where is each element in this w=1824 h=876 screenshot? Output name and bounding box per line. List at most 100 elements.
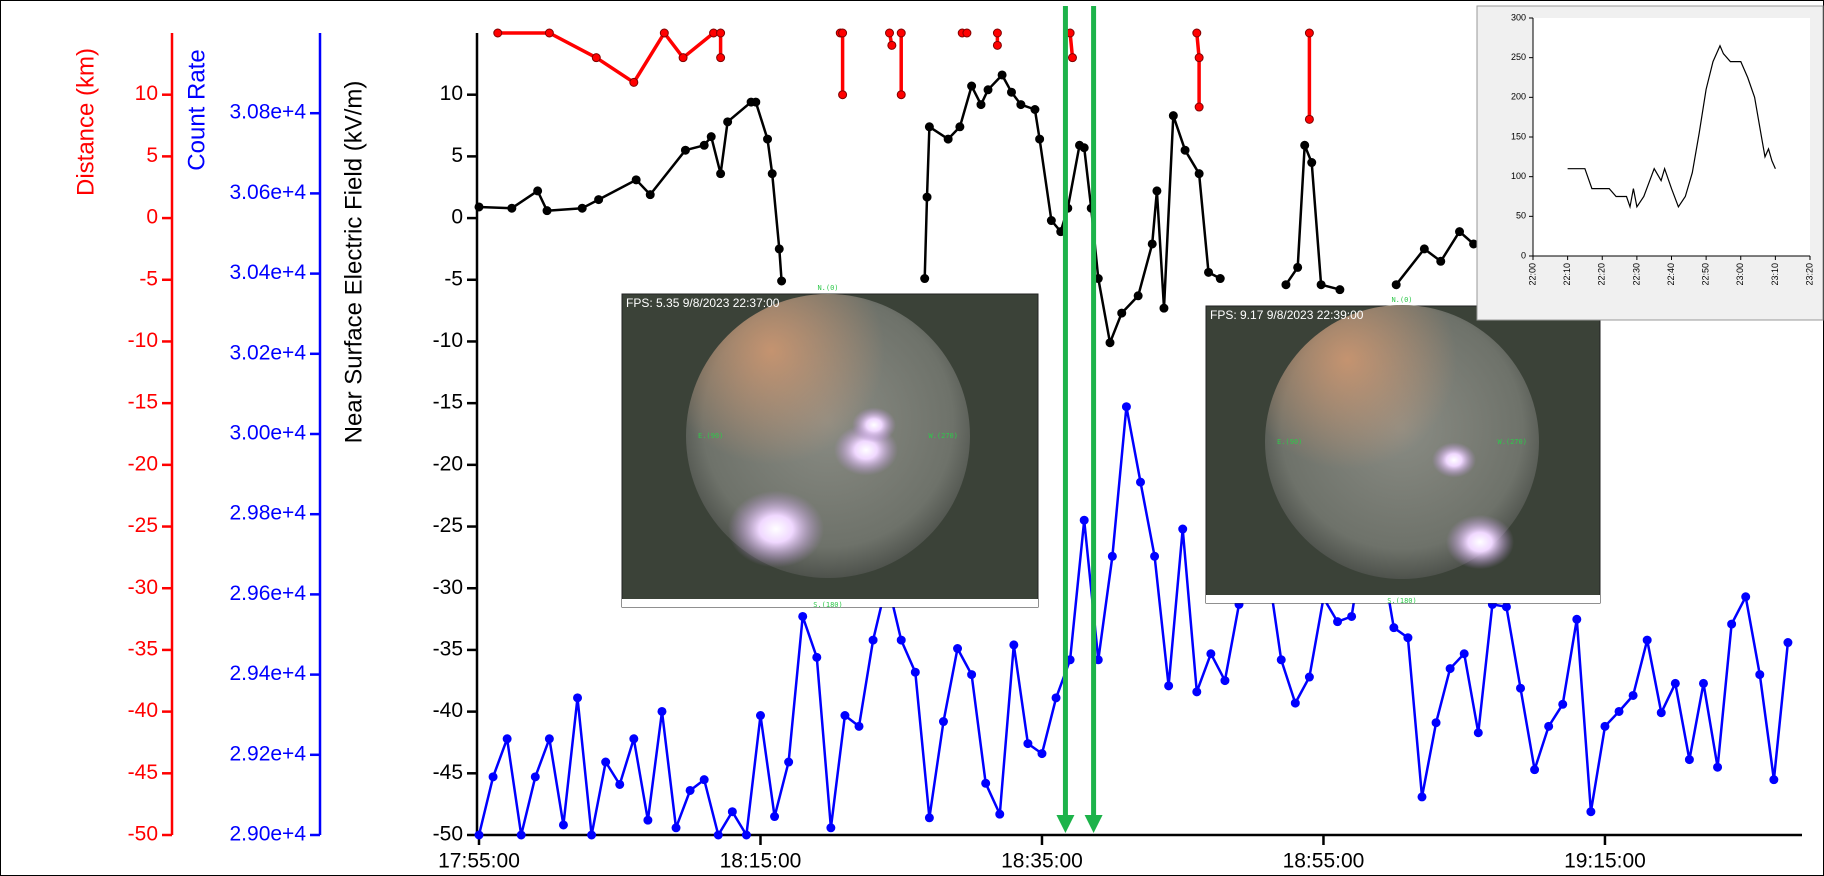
data-point <box>1152 186 1162 196</box>
image-caption: FPS: 9.17 9/8/2023 22:39:00 <box>1210 308 1364 322</box>
y-tick-label: -50 <box>128 823 158 846</box>
data-point <box>1403 633 1413 643</box>
data-point <box>629 77 639 87</box>
y-tick-label: -10 <box>433 329 463 352</box>
data-point <box>1121 402 1131 412</box>
data-point <box>1192 28 1202 38</box>
data-point <box>1459 649 1469 659</box>
data-point <box>544 734 554 744</box>
data-point <box>826 823 836 833</box>
data-point <box>1194 53 1204 63</box>
data-point <box>1586 807 1596 817</box>
y-tick-label: -35 <box>128 637 158 660</box>
data-point <box>645 190 655 200</box>
data-point <box>558 820 568 830</box>
y-tick-label: -15 <box>128 391 158 414</box>
data-point <box>1741 592 1751 602</box>
data-point <box>1136 477 1145 487</box>
data-point <box>924 813 934 823</box>
aurora-glow <box>728 490 824 568</box>
data-point <box>763 134 773 144</box>
data-point <box>1642 635 1652 645</box>
data-point <box>1215 274 1225 284</box>
data-point <box>784 757 794 767</box>
inset-x-tick-label: 22:40 <box>1666 263 1676 286</box>
direction-label: E.(90) <box>698 432 723 440</box>
data-point <box>1600 721 1610 731</box>
data-point <box>1473 728 1483 738</box>
y-tick-label: -40 <box>128 699 158 722</box>
data-point <box>727 807 737 817</box>
data-point <box>1333 617 1343 627</box>
y-tick-label: 2.92e+4 <box>230 742 307 765</box>
data-point <box>577 203 587 213</box>
series-line <box>497 31 1312 120</box>
y-tick-label: 5 <box>451 144 463 167</box>
y-tick-label: 3.06e+4 <box>230 181 307 204</box>
y-tick-label: 5 <box>146 144 158 167</box>
series-line <box>477 405 1790 837</box>
data-point <box>1656 708 1666 718</box>
camera-image: FPS: 5.35 9/8/2023 22:37:00 N.(0) E.(90) W.… <box>621 284 1039 609</box>
data-point <box>1769 775 1779 785</box>
y-tick-label: -5 <box>444 267 463 290</box>
data-point <box>1389 623 1399 633</box>
data-point <box>896 635 906 645</box>
time-marker-arrow <box>1056 815 1075 833</box>
image-bottom-strip <box>1206 595 1600 603</box>
x-tick-label: 18:55:00 <box>1283 850 1365 873</box>
y-tick-label: -45 <box>128 761 158 784</box>
y-tick-label: -25 <box>128 514 158 537</box>
data-point <box>1150 551 1160 561</box>
data-point <box>1035 134 1045 144</box>
data-point <box>1755 670 1765 680</box>
data-point <box>1204 267 1214 277</box>
y-tick-label: -35 <box>433 637 463 660</box>
data-point <box>1347 611 1357 621</box>
data-point <box>1445 664 1455 674</box>
data-point <box>1006 87 1016 97</box>
data-point <box>751 97 761 107</box>
data-point <box>1431 718 1441 728</box>
data-point <box>657 706 667 716</box>
data-point <box>1009 640 1019 650</box>
data-point <box>1079 515 1089 525</box>
aurora-glow <box>1446 514 1514 570</box>
y-tick-label: -45 <box>433 761 463 784</box>
data-point <box>1572 614 1582 624</box>
data-point <box>533 186 543 196</box>
data-point <box>838 28 848 38</box>
data-point <box>488 772 498 782</box>
data-point <box>997 70 1007 80</box>
data-point <box>1133 291 1143 301</box>
data-point <box>530 772 540 782</box>
y-tick-label: 2.98e+4 <box>230 502 307 525</box>
data-point <box>516 830 526 840</box>
data-point <box>1335 285 1345 295</box>
data-point <box>1391 280 1401 290</box>
data-point <box>1220 676 1230 686</box>
sky-haze <box>1265 305 1539 579</box>
data-point <box>1107 551 1117 561</box>
data-point <box>474 202 484 212</box>
x-tick-label: 18:15:00 <box>720 850 802 873</box>
data-point <box>777 276 787 286</box>
data-point <box>967 81 977 91</box>
direction-label: S.(180) <box>1387 597 1417 605</box>
data-point <box>1023 739 1033 749</box>
inset-y-tick-label: 50 <box>1516 211 1526 221</box>
data-point <box>716 53 726 63</box>
data-point <box>887 40 897 50</box>
data-point <box>920 274 930 284</box>
y-axis-title: Distance (km) <box>72 48 99 196</box>
data-point <box>1713 762 1723 772</box>
y-tick-label: -20 <box>433 452 463 475</box>
data-point <box>678 53 688 63</box>
data-point <box>1316 280 1326 290</box>
y-tick-label: 10 <box>135 82 158 105</box>
y-tick-label: 2.96e+4 <box>230 582 307 605</box>
data-point <box>615 779 625 789</box>
direction-label: W.(270) <box>1497 438 1527 446</box>
y-tick-label: -10 <box>128 329 158 352</box>
